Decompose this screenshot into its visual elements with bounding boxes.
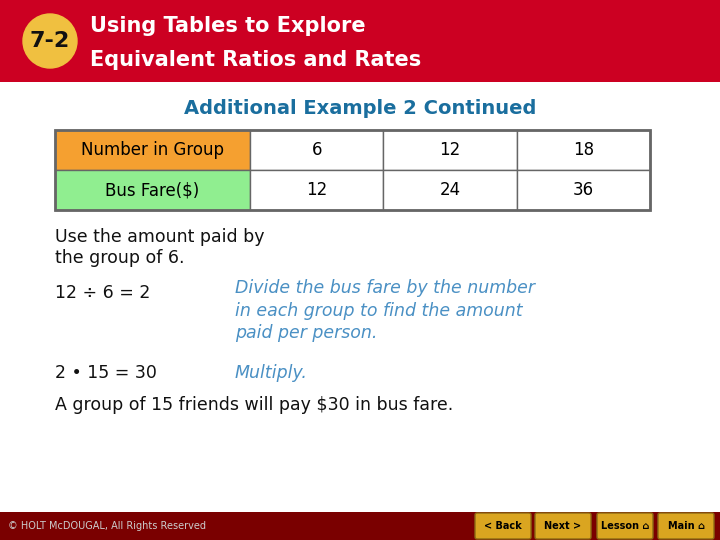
Text: 2 • 15 = 30: 2 • 15 = 30 bbox=[55, 364, 157, 382]
Text: 18: 18 bbox=[573, 141, 594, 159]
Text: 12 ÷ 6 = 2: 12 ÷ 6 = 2 bbox=[55, 284, 150, 302]
Text: 7-2: 7-2 bbox=[30, 31, 70, 51]
FancyBboxPatch shape bbox=[517, 170, 650, 210]
Text: < Back: < Back bbox=[484, 521, 522, 531]
FancyBboxPatch shape bbox=[0, 0, 720, 82]
Text: Next >: Next > bbox=[544, 521, 582, 531]
Text: © HOLT McDOUGAL, All Rights Reserved: © HOLT McDOUGAL, All Rights Reserved bbox=[8, 521, 206, 531]
Text: Use the amount paid by: Use the amount paid by bbox=[55, 228, 264, 246]
Text: Main ⌂: Main ⌂ bbox=[667, 521, 704, 531]
Text: Equivalent Ratios and Rates: Equivalent Ratios and Rates bbox=[90, 50, 421, 70]
FancyBboxPatch shape bbox=[658, 513, 714, 539]
FancyBboxPatch shape bbox=[383, 170, 517, 210]
Text: Bus Fare($): Bus Fare($) bbox=[105, 181, 199, 199]
Text: Multiply.: Multiply. bbox=[235, 364, 308, 382]
Text: A group of 15 friends will pay $30 in bus fare.: A group of 15 friends will pay $30 in bu… bbox=[55, 396, 454, 414]
FancyBboxPatch shape bbox=[475, 513, 531, 539]
Text: 6: 6 bbox=[312, 141, 322, 159]
FancyBboxPatch shape bbox=[55, 130, 250, 170]
FancyBboxPatch shape bbox=[55, 170, 250, 210]
Text: Number in Group: Number in Group bbox=[81, 141, 224, 159]
FancyBboxPatch shape bbox=[597, 513, 653, 539]
Text: Lesson ⌂: Lesson ⌂ bbox=[600, 521, 649, 531]
Text: the group of 6.: the group of 6. bbox=[55, 249, 184, 267]
Text: 36: 36 bbox=[573, 181, 594, 199]
Text: Divide the bus fare by the number: Divide the bus fare by the number bbox=[235, 279, 535, 297]
FancyBboxPatch shape bbox=[0, 512, 720, 540]
FancyBboxPatch shape bbox=[517, 130, 650, 170]
FancyBboxPatch shape bbox=[383, 130, 517, 170]
Text: 12: 12 bbox=[439, 141, 461, 159]
Text: in each group to find the amount: in each group to find the amount bbox=[235, 302, 523, 320]
Text: 12: 12 bbox=[306, 181, 328, 199]
Circle shape bbox=[23, 14, 77, 68]
Text: Using Tables to Explore: Using Tables to Explore bbox=[90, 16, 366, 36]
FancyBboxPatch shape bbox=[250, 170, 383, 210]
Text: 24: 24 bbox=[439, 181, 461, 199]
Text: paid per person.: paid per person. bbox=[235, 324, 377, 342]
Text: Additional Example 2 Continued: Additional Example 2 Continued bbox=[184, 98, 536, 118]
FancyBboxPatch shape bbox=[535, 513, 591, 539]
FancyBboxPatch shape bbox=[250, 130, 383, 170]
